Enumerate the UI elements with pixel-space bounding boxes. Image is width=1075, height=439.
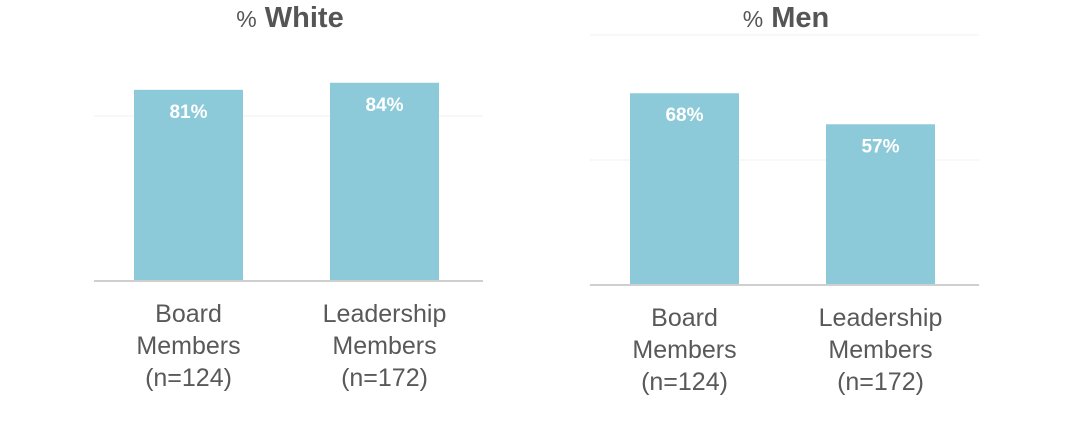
bar — [330, 82, 439, 281]
data-label: 84% — [365, 95, 403, 116]
x-tick-label-leadership: Leadership Members (n=172) — [818, 304, 943, 396]
x-tick-label-board: Board Members (n=124) — [632, 304, 737, 396]
chart-title-main: White — [264, 2, 344, 34]
chart-title: % Men — [586, 2, 986, 35]
x-tick-label-board: Board Members (n=124) — [136, 300, 241, 392]
chart-title-prefix: % — [742, 6, 764, 32]
x-tick-label-leadership: Leadership Members (n=172) — [322, 300, 447, 392]
chart-plot-area: 68% 57% — [590, 34, 979, 286]
chart-plot-area: 81% 84% — [94, 82, 483, 282]
data-label: 68% — [665, 105, 703, 126]
bar — [826, 124, 935, 285]
chart-title-main: Men — [771, 2, 830, 34]
chart-percent-men: % Men 68% 57% Board Members (n=124) Leade… — [586, 0, 986, 439]
chart-title: % White — [90, 2, 490, 35]
data-label: 57% — [861, 136, 899, 157]
chart-percent-white: % White 81% 84% Board Members (n=124) Lea… — [90, 0, 490, 439]
data-label: 81% — [169, 102, 207, 123]
bar — [630, 93, 739, 286]
bar — [134, 89, 243, 281]
chart-title-prefix: % — [236, 6, 257, 32]
